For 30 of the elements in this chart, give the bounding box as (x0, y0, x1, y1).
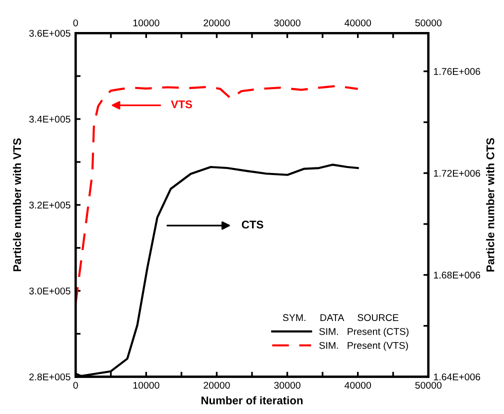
x-tick-label: 0 (73, 382, 78, 389)
y-axis-title: Particle number with VTS (12, 138, 22, 272)
x2-tick-label: 0 (73, 19, 78, 26)
x2-tick-label: 30000 (274, 19, 300, 26)
y-tick-label: 3.4E+005 (29, 116, 70, 123)
x2-tick-label: 40000 (344, 19, 371, 26)
x2-tick-label: 50000 (415, 19, 442, 26)
y2-axis-title: Particle number with CTS (486, 138, 494, 272)
x-tick-label: 20000 (204, 382, 230, 389)
y2-tick-label: 1.72E+006 (434, 170, 480, 177)
legend-title: SYM. DATA SOURCE (282, 314, 398, 322)
line-series (76, 84, 359, 305)
y-tick-label: 3.6E+005 (29, 30, 70, 37)
x-axis-title: Number of iteration (202, 396, 303, 404)
y-tick-label: 2.8E+005 (29, 373, 70, 380)
y-tick-label: 3.0E+005 (29, 288, 70, 294)
x-tick-label: 30000 (274, 382, 300, 389)
annotation: VTS (170, 100, 192, 108)
y2-tick-label: 1.68E+006 (434, 272, 480, 279)
legend-label: SIM. Present (VTS) (319, 342, 408, 351)
x-tick-label: 10000 (133, 382, 160, 389)
x2-tick-label: 10000 (133, 19, 160, 26)
x-tick-label: 40000 (344, 382, 371, 389)
legend-label: SIM. Present (CTS) (319, 328, 408, 337)
x2-tick-label: 20000 (204, 19, 230, 26)
annotation: CTS (242, 220, 264, 229)
y2-tick-label: 1.64E+006 (434, 373, 480, 380)
x-tick-label: 50000 (415, 382, 442, 389)
y-tick-label: 3.2E+005 (29, 202, 70, 209)
y2-tick-label: 1.76E+006 (434, 68, 480, 75)
